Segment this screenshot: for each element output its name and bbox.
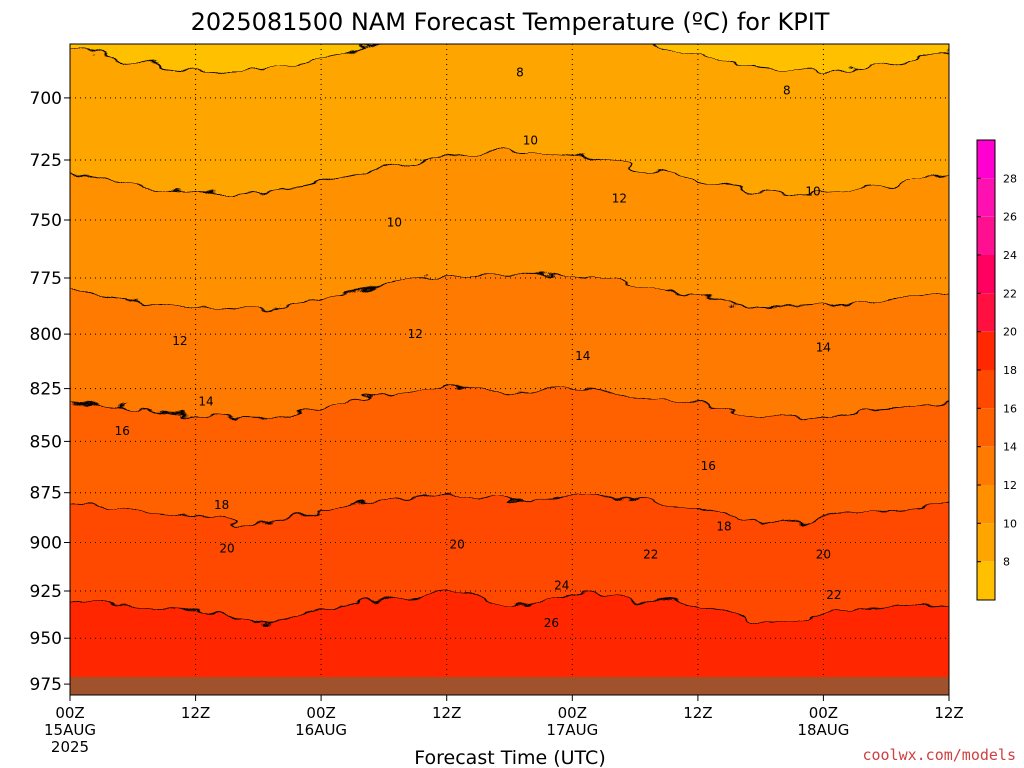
colorbar-tick-label: 22	[1003, 287, 1017, 300]
y-tick-label: 925	[30, 582, 62, 602]
y-tick-label: 900	[30, 534, 62, 554]
y-axis: 700 725 750 775 800 825 850 875 900 925 950 975	[30, 89, 70, 695]
colorbar-segment	[977, 446, 995, 485]
colorbar-tick-label: 12	[1003, 479, 1017, 492]
plot-area	[70, 44, 949, 695]
x-tick-label: 17AUG	[546, 721, 598, 739]
contour-label: 8	[783, 83, 791, 97]
y-tick-label: 825	[30, 380, 62, 400]
contour-label: 18	[716, 520, 731, 534]
x-tick-label: 18AUG	[797, 721, 849, 739]
x-tick-label: 16AUG	[295, 721, 347, 739]
y-tick-label: 850	[30, 432, 62, 452]
contour-label: 16	[701, 459, 716, 473]
contour-label: 18	[214, 498, 229, 512]
contour-label: 14	[198, 394, 213, 408]
y-tick-label: 775	[30, 269, 62, 289]
colorbar-segment	[977, 216, 995, 255]
colorbar-segment	[977, 485, 995, 524]
contour-label: 20	[816, 547, 831, 561]
contour-label: 10	[805, 184, 820, 198]
contour-label: 26	[544, 616, 559, 630]
contour-labels: 8 8 10 10 10 12 12 12 14 14 14 16 16 18 18 20 20 20 22 22 24…	[115, 65, 842, 630]
colorbar-tick-label: 10	[1003, 517, 1017, 530]
y-tick-label: 975	[30, 675, 62, 695]
temperature-bands	[70, 44, 949, 695]
x-tick-label: 00Z	[809, 704, 838, 722]
colorbar-tick-label: 26	[1003, 211, 1017, 224]
colorbar-segment	[977, 293, 995, 332]
grid	[70, 44, 949, 695]
colorbar: 8 10 12 14 16 18 20 22 24 26 28	[976, 139, 1017, 601]
x-tick-label: 15AUG	[44, 721, 96, 739]
colorbar-tick-label: 20	[1003, 326, 1017, 339]
colorbar-tick-label: 18	[1003, 364, 1017, 377]
colorbar-segment	[977, 178, 995, 217]
x-tick-label: 12Z	[934, 704, 963, 722]
contour-label: 22	[826, 588, 841, 602]
colorbar-segment	[977, 140, 995, 179]
x-tick-label: 12Z	[683, 704, 712, 722]
contour-label: 10	[387, 215, 402, 229]
x-axis-label: Forecast Time (UTC)	[414, 747, 605, 768]
contour-label: 12	[172, 334, 187, 348]
colorbar-tick-label: 16	[1003, 402, 1017, 415]
x-tick-label: 00Z	[306, 704, 335, 722]
contour-label: 22	[643, 547, 658, 561]
contour-label: 8	[516, 65, 524, 79]
contour-label: 12	[408, 327, 423, 341]
x-tick-label: 2025	[51, 738, 89, 756]
contour-label: 16	[115, 424, 130, 438]
contour-label: 10	[523, 133, 538, 147]
colorbar-tick-label: 24	[1003, 249, 1017, 262]
contour-label: 12	[612, 192, 627, 206]
x-tick-label: 00Z	[558, 704, 587, 722]
y-tick-label: 750	[30, 211, 62, 231]
x-tick-label: 12Z	[432, 704, 461, 722]
colorbar-segment	[977, 331, 995, 370]
colorbar-segment	[977, 523, 995, 562]
credit-text: coolwx.com/models	[862, 746, 1016, 764]
chart-title: 2025081500 NAM Forecast Temperature (ºC)…	[191, 8, 830, 36]
colorbar-segment	[977, 370, 995, 409]
x-tick-label: 00Z	[55, 704, 84, 722]
contour-label: 20	[219, 541, 234, 555]
contour-label: 14	[575, 349, 590, 363]
colorbar-tick-label: 8	[1003, 556, 1010, 569]
temperature-band	[70, 592, 949, 695]
y-tick-label: 875	[30, 484, 62, 504]
ground-surface	[70, 677, 949, 695]
x-tick-label: 12Z	[181, 704, 210, 722]
plot-frame	[69, 43, 950, 696]
colorbar-tick-label: 14	[1003, 441, 1017, 454]
colorbar-segment	[977, 408, 995, 447]
contour-label: 24	[554, 578, 569, 592]
y-tick-label: 800	[30, 325, 62, 345]
y-tick-label: 950	[30, 629, 62, 649]
colorbar-segment	[977, 255, 995, 294]
colorbar-segment	[977, 561, 995, 600]
contour-label: 20	[450, 538, 465, 552]
y-tick-label: 725	[30, 151, 62, 171]
y-tick-label: 700	[30, 89, 62, 109]
contour-label: 14	[816, 340, 831, 354]
colorbar-tick-label: 28	[1003, 172, 1017, 185]
